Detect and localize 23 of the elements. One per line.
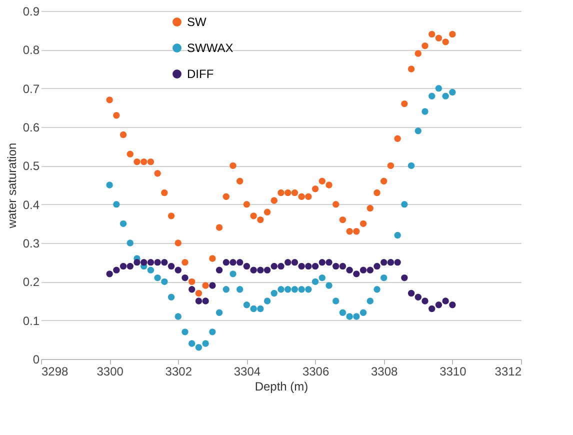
x-tick-label: 3304: [234, 364, 261, 378]
x-tick-label: 3302: [165, 364, 192, 378]
x-tick-label: 3306: [302, 364, 330, 378]
x-axis-title: Depth (m): [254, 380, 308, 394]
y-tick-label: 0.5: [22, 159, 40, 174]
x-tick-label: 3312: [494, 364, 522, 378]
legend-label: SW: [187, 15, 208, 29]
legend-label: SWWAX: [187, 41, 234, 55]
y-axis-title: water saturation: [4, 142, 19, 230]
y-tick-label: 0.6: [22, 120, 40, 134]
y-tick-label: 0.7: [22, 82, 40, 96]
y-tick-label: 0.2: [22, 275, 40, 290]
x-tick-label: 3308: [371, 364, 398, 378]
y-tick-label: 0.9: [22, 4, 40, 18]
y-tick-label: 0.4: [22, 198, 40, 212]
x-tick-label: 3310: [440, 364, 467, 378]
y-tick-label: 0: [32, 352, 40, 366]
y-tick-label: 0.8: [22, 43, 40, 58]
x-tick-label: 3298: [42, 364, 69, 378]
x-tick-label: 3300: [96, 364, 124, 378]
y-tick-label: 0.3: [22, 236, 40, 250]
y-tick-label: 0.1: [22, 314, 40, 328]
legend-label: DIFF: [187, 67, 214, 81]
